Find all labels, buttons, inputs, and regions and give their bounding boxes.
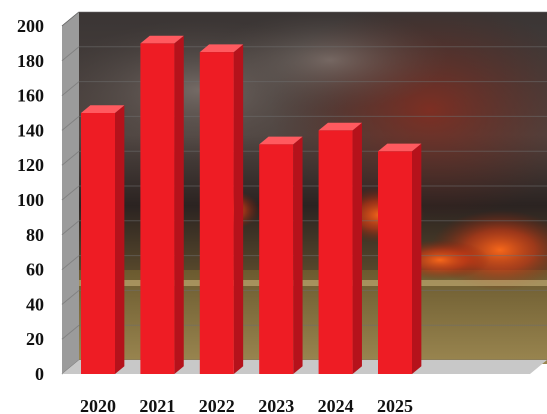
bar [140,35,184,375]
bar-front [378,151,412,374]
y-tick-label: 20 [26,329,44,349]
y-tick-label: 120 [17,155,44,175]
y-tick-label: 60 [26,260,44,280]
bar-top [259,136,303,145]
bar-top [378,143,422,152]
x-tick-label: 2021 [139,396,175,414]
y-tick-label: 80 [26,225,44,245]
x-tick-label: 2025 [377,396,413,414]
bar [199,44,244,375]
y-tick-label: 160 [17,86,44,106]
y-tick-label: 40 [26,294,44,314]
y-tick-label: 140 [17,120,44,140]
bar-front [259,144,294,374]
left-wall [62,12,79,374]
bar-side [233,44,244,375]
x-axis-ticks: 2020 2021 2022 2023 2024 2025 [80,396,413,414]
bar-top [140,35,184,44]
x-tick-label: 2022 [199,396,235,414]
bar-front [318,130,353,374]
bar [81,105,125,375]
bar-side [352,122,362,374]
bar-side [174,35,184,374]
y-axis-ticks: 0 20 40 60 80 100 120 140 160 180 200 [17,16,44,384]
bar-side [412,143,422,374]
bar-front [81,113,115,374]
y-tick-label: 0 [35,364,44,384]
y-tick-label: 100 [17,190,44,210]
x-tick-label: 2024 [318,396,354,414]
y-tick-label: 180 [17,51,44,71]
bar [378,143,422,374]
bar-side [293,136,303,374]
x-tick-label: 2023 [258,396,294,414]
bar-top [81,105,125,113]
bar-front [140,43,175,375]
floor [62,360,547,374]
bar [318,122,362,374]
bar-top [318,122,362,131]
bars [81,35,422,375]
bar [259,136,303,374]
x-tick-label: 2020 [80,396,116,414]
y-tick-label: 200 [17,16,44,36]
bar-top [199,44,244,53]
bar-side [115,105,125,375]
bar-front [199,52,234,374]
